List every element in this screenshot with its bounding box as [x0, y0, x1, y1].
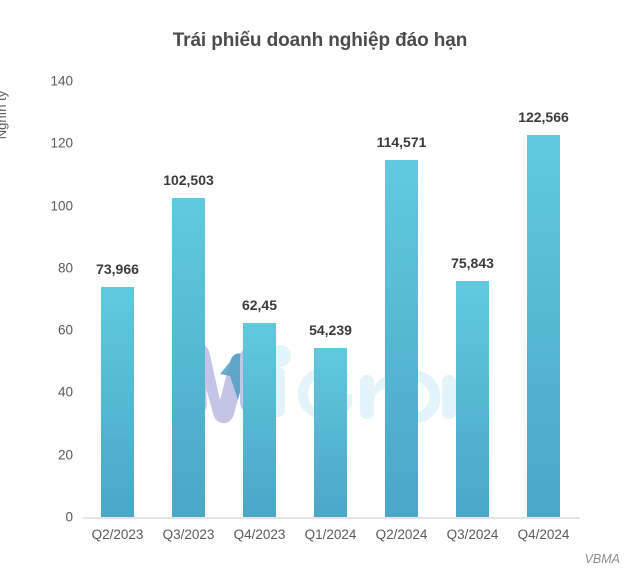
bar-Q3-2023[interactable]	[172, 197, 205, 517]
bar-Q2-2024[interactable]	[385, 160, 418, 517]
x-tick-label: Q4/2024	[517, 527, 570, 542]
y-axis-title: Nghìn tỷ	[0, 90, 9, 140]
bar-value-label: 62,45	[241, 296, 278, 313]
bar-Q2-2023[interactable]	[101, 286, 134, 517]
bar-Q3-2024[interactable]	[456, 280, 489, 517]
y-tick-label: 100	[50, 198, 73, 214]
bar-Q1-2024[interactable]	[314, 348, 347, 517]
bar-value-label: 102,503	[163, 171, 214, 188]
bar-value-label: 122,566	[518, 109, 569, 126]
x-tick-label: Q3/2024	[446, 527, 499, 542]
y-tick-label: 0	[65, 509, 73, 525]
bar-value-label: 54,239	[309, 322, 352, 339]
bar-value-label: 75,843	[451, 254, 494, 271]
plot-area	[83, 81, 580, 517]
y-tick-label: 40	[57, 384, 73, 400]
bar-value-label: 73,966	[96, 260, 139, 277]
x-tick-label: Q2/2024	[375, 527, 428, 542]
bar-Q4-2024[interactable]	[527, 135, 560, 517]
x-tick-label: Q3/2023	[162, 527, 215, 542]
y-tick-label: 120	[50, 135, 73, 151]
chart-title: Trái phiếu doanh nghiệp đáo hạn	[172, 30, 468, 51]
y-tick-label: 80	[57, 260, 73, 276]
y-tick-label: 140	[50, 73, 73, 89]
x-tick-label: Q4/2023	[233, 527, 286, 542]
x-axis-baseline	[83, 517, 580, 519]
bar-value-label: 114,571	[376, 134, 427, 151]
y-tick-label: 60	[57, 322, 73, 338]
x-tick-label: Q2/2023	[91, 527, 144, 542]
source-label: VBMA	[584, 552, 620, 566]
x-tick-label: Q1/2024	[304, 527, 357, 542]
bar-Q4-2023[interactable]	[243, 322, 276, 517]
y-tick-label: 20	[57, 447, 73, 463]
